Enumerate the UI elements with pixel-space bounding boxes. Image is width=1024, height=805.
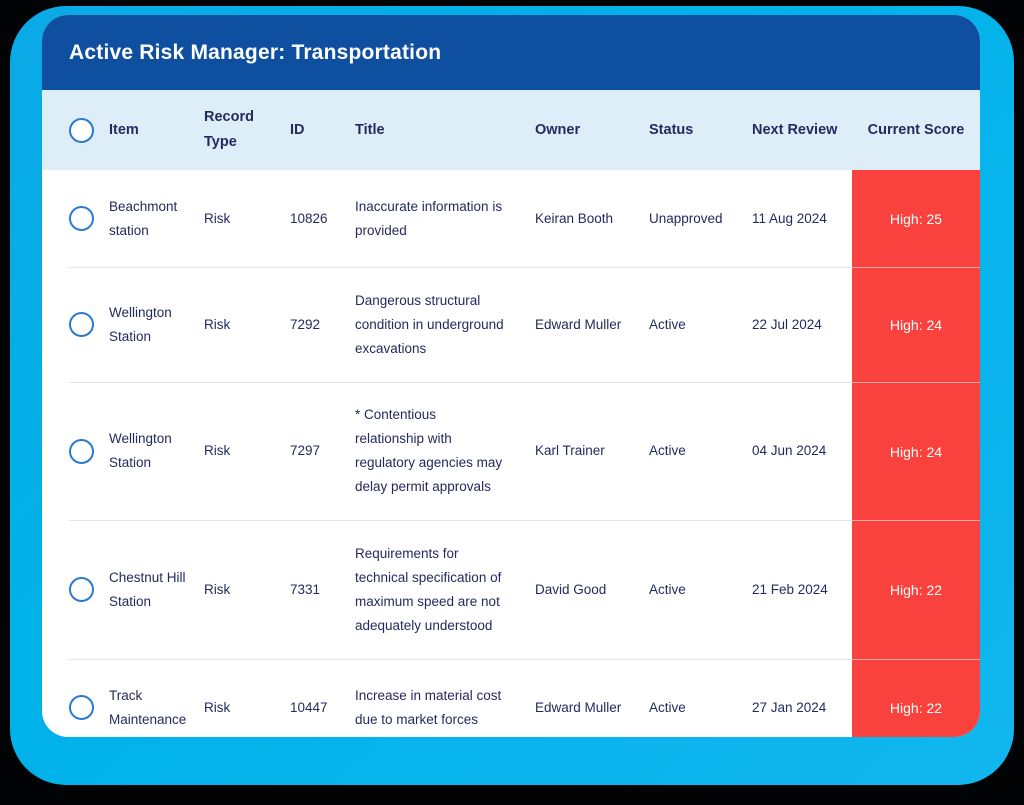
row-checkbox[interactable]: [69, 312, 94, 337]
owner-cell: Karl Trainer: [535, 443, 605, 458]
score-badge: High: 22: [852, 520, 980, 659]
page-title: Active Risk Manager: Transportation: [69, 40, 442, 64]
score-badge: High: 25: [852, 170, 980, 267]
item-cell: Track Maintenance: [109, 687, 187, 727]
next-review-cell: 11 Aug 2024: [752, 210, 827, 226]
table-row[interactable]: Beachmont station Risk 10826 Inaccurate …: [42, 170, 980, 267]
column-header-current-score[interactable]: Current Score: [867, 121, 965, 138]
row-checkbox[interactable]: [69, 206, 94, 231]
item-cell: Chestnut Hill Station: [109, 569, 186, 609]
risk-table-card: Active Risk Manager: Transportation Item…: [42, 15, 980, 737]
next-review-cell: 04 Jun 2024: [752, 443, 827, 458]
column-header-id[interactable]: ID: [290, 121, 305, 138]
score-badge: High: 24: [852, 267, 980, 382]
owner-cell: Keiran Booth: [535, 210, 614, 226]
app-header: Active Risk Manager: Transportation: [42, 15, 980, 90]
record-type-cell: Risk: [204, 699, 231, 715]
next-review-cell: 22 Jul 2024: [752, 316, 822, 332]
record-type-cell: Risk: [204, 210, 231, 226]
id-cell: 7331: [290, 581, 321, 597]
column-header-owner[interactable]: Owner: [535, 121, 581, 138]
owner-cell: David Good: [535, 581, 607, 597]
select-all-checkbox[interactable]: [69, 117, 94, 143]
column-header-title[interactable]: Title: [355, 121, 385, 138]
row-checkbox[interactable]: [69, 577, 94, 602]
owner-cell: Edward Muller: [535, 316, 622, 332]
title-cell: Increase in material cost due to market …: [355, 687, 502, 727]
id-cell: 7297: [290, 443, 321, 458]
record-type-cell: Risk: [204, 316, 231, 332]
id-cell: 10826: [290, 210, 328, 226]
column-header-item[interactable]: Item: [109, 121, 139, 138]
row-select-cell: [42, 577, 109, 602]
title-cell: Requirements for technical specification…: [355, 545, 502, 633]
item-cell: Wellington Station: [109, 431, 172, 470]
row-select-cell: [42, 312, 109, 337]
status-cell: Active: [649, 581, 686, 597]
status-cell: Active: [649, 699, 686, 715]
table-header-row: Item Record Type ID Title Owner Status N…: [42, 90, 980, 170]
id-cell: 7292: [290, 316, 321, 332]
item-cell: Beachmont station: [109, 198, 178, 238]
title-cell: Dangerous structural condition in underg…: [355, 292, 504, 356]
column-header-status[interactable]: Status: [649, 121, 694, 138]
select-all-cell: [42, 117, 109, 143]
title-cell: * Contentious relationship with regulato…: [355, 407, 503, 494]
id-cell: 10447: [290, 699, 328, 715]
table-row[interactable]: Wellington Station Risk 7292 Dangerous s…: [42, 267, 980, 382]
score-badge: High: 22: [852, 659, 980, 737]
row-checkbox[interactable]: [69, 438, 94, 464]
row-select-cell: [42, 206, 109, 231]
status-cell: Active: [649, 316, 686, 332]
table-row[interactable]: Wellington Station Risk 7297 * Contentio…: [42, 382, 980, 520]
table-row[interactable]: Track Maintenance Risk 10447 Increase in…: [42, 659, 980, 737]
title-cell: Inaccurate information is provided: [355, 198, 503, 238]
score-badge: High: 24: [852, 382, 980, 520]
row-select-cell: [42, 438, 109, 464]
row-select-cell: [42, 695, 109, 720]
status-cell: Active: [649, 443, 686, 458]
column-header-next-review[interactable]: Next Review: [752, 121, 838, 138]
status-cell: Unapproved: [649, 210, 723, 226]
column-header-record-type[interactable]: Record Type: [204, 109, 254, 150]
table-row[interactable]: Chestnut Hill Station Risk 7331 Requirem…: [42, 520, 980, 659]
item-cell: Wellington Station: [109, 304, 172, 344]
record-type-cell: Risk: [204, 443, 231, 458]
next-review-cell: 27 Jan 2024: [752, 699, 827, 715]
row-checkbox[interactable]: [69, 695, 94, 720]
record-type-cell: Risk: [204, 581, 231, 597]
owner-cell: Edward Muller: [535, 699, 622, 715]
next-review-cell: 21 Feb 2024: [752, 581, 828, 597]
